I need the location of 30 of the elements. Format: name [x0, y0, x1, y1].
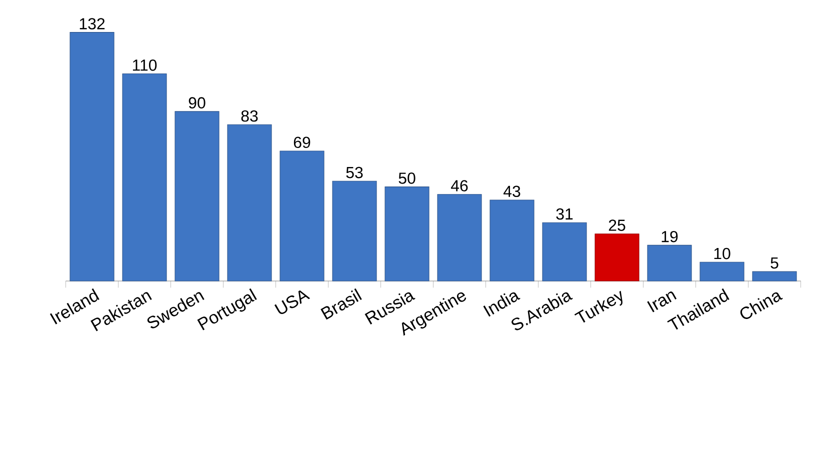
data-label: 5 [770, 257, 778, 269]
data-label: 132 [80, 18, 105, 30]
bar [542, 222, 587, 282]
data-label: 43 [503, 186, 520, 198]
bar [122, 74, 167, 282]
data-label: 50 [398, 172, 416, 184]
data-label: 83 [241, 110, 258, 122]
bar [280, 150, 324, 282]
data-label: 31 [556, 208, 573, 220]
bar [384, 186, 430, 282]
bar [490, 200, 534, 282]
bar [174, 111, 220, 282]
bar [700, 262, 744, 282]
data-label: 46 [450, 180, 468, 192]
bar [752, 271, 797, 282]
bar [437, 194, 482, 282]
bar [647, 244, 692, 282]
data-label: 25 [608, 220, 626, 231]
data-label: 69 [294, 136, 310, 148]
data-label: 53 [346, 166, 363, 178]
x-tick-label: USA [274, 290, 310, 314]
data-label: 19 [662, 230, 678, 242]
data-label: 110 [132, 60, 157, 71]
x-tick-label: China [740, 292, 783, 320]
bar [594, 234, 640, 282]
bar [332, 180, 377, 282]
data-label: 10 [714, 248, 730, 260]
bar [70, 32, 114, 282]
data-label: 90 [188, 97, 206, 108]
bar [227, 124, 272, 282]
